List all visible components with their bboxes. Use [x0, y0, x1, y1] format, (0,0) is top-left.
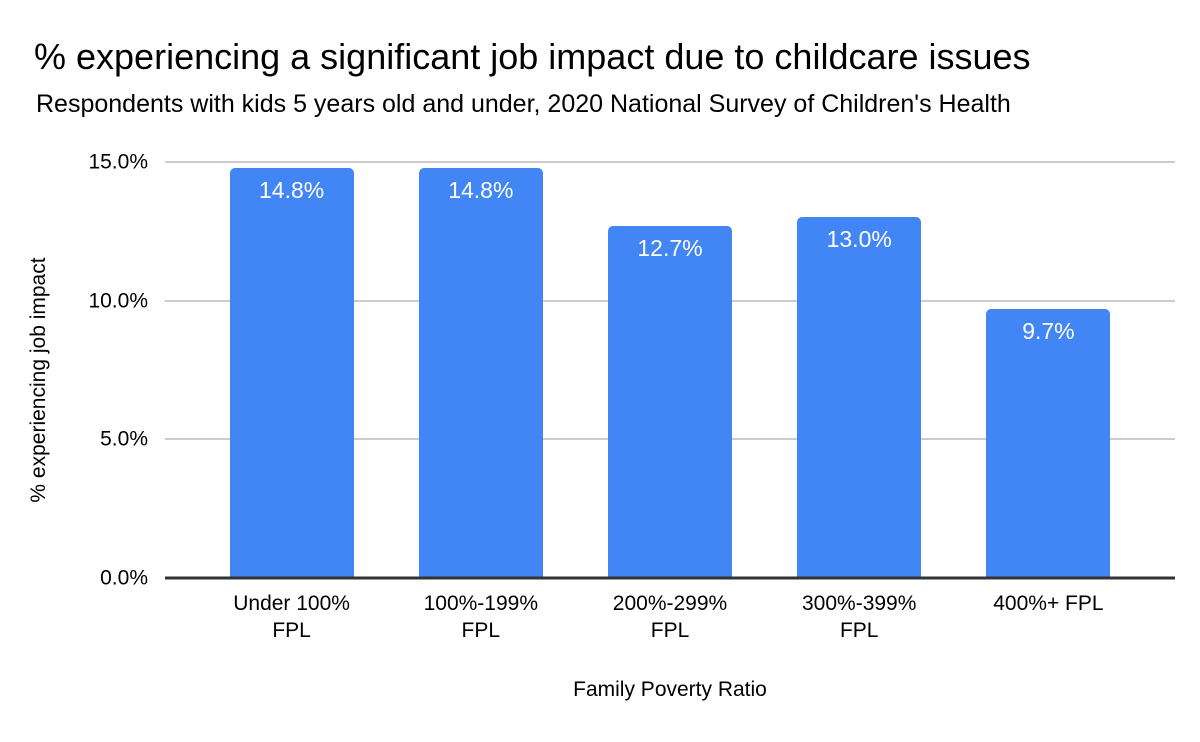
bar-slot: 14.8% [197, 162, 386, 578]
bar-1: 14.8% [229, 167, 354, 578]
bar-value-label: 14.8% [258, 176, 325, 203]
y-axis-tick-labels: 0.0% 5.0% 10.0% 15.0% [0, 152, 148, 589]
x-axis-title: Family Poverty Ratio [573, 678, 767, 701]
bar-slot: 9.7% [954, 162, 1143, 578]
bar-value-label: 12.7% [637, 234, 703, 261]
bar-4: 13.0% [797, 217, 922, 578]
bar-slot: 12.7% [575, 162, 764, 578]
y-tick-label: 5.0% [100, 427, 148, 451]
chart-title: % experiencing a significant job impact … [34, 36, 1031, 77]
x-category-label: 300%-399% FPL [802, 592, 917, 642]
bar-5: 9.7% [986, 309, 1111, 578]
x-axis-category-labels: Under 100% FPL 100%-199% FPL 200%-299% FPL… [165, 590, 1175, 644]
x-category-label: 100%-199% FPL [423, 592, 539, 642]
y-tick-label: 10.0% [88, 289, 148, 313]
bar-3: 12.7% [608, 225, 732, 578]
x-category-label: Under 100% FPL [233, 592, 350, 642]
bar-value-label: 9.7% [1022, 318, 1075, 344]
chart-subtitle: Respondents with kids 5 years old and un… [36, 90, 1011, 118]
x-axis-line [165, 576, 1175, 580]
bar-2: 14.8% [418, 167, 543, 578]
plot-area: 14.8% 14.8% 12.7% 13.0% 9.7% [165, 161, 1175, 580]
bar-value-label: 13.0% [826, 226, 892, 253]
bars-container: 14.8% 14.8% 12.7% 13.0% 9.7% [165, 162, 1175, 578]
gridline [165, 161, 1175, 163]
y-tick-label: 0.0% [100, 566, 148, 590]
bar-value-label: 14.8% [448, 176, 514, 203]
x-category-label: 200%-299% FPL [612, 592, 728, 642]
y-tick-label: 15.0% [88, 150, 148, 174]
x-category-label: 400%+ FPL [993, 592, 1104, 615]
bar-slot: 14.8% [386, 162, 575, 578]
bar-slot: 13.0% [765, 162, 954, 578]
